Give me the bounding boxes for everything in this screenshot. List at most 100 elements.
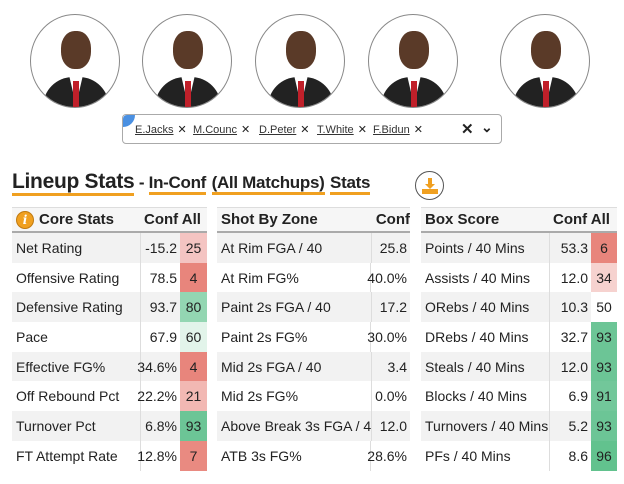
lineup-select[interactable]: E.Jacks ✕ M.Counc ✕ D.Peter ✕ T.White ✕ F.Bidun ✕… — [122, 114, 502, 144]
stat-label: ORebs / 40 Mins — [425, 299, 530, 316]
stat-label: Mid 2s FGA / 40 — [221, 358, 322, 375]
table-row: Off Rebound Pct 22.2% 21 — [12, 381, 207, 412]
stat-rank: 93 — [591, 322, 617, 352]
stat-rank: 7 — [180, 440, 207, 471]
stats-table: Shot By Zone Conf At Rim FGA / 40 25.8 At Ri… — [217, 207, 410, 471]
stat-value: 34.6% — [137, 351, 180, 382]
stat-value: 17.2 — [371, 292, 410, 323]
stat-label: DRebs / 40 Mins — [425, 328, 529, 345]
stat-label: Mid 2s FG% — [221, 388, 299, 405]
stat-value: 53.3 — [549, 233, 591, 263]
remove-tag-icon[interactable]: ✕ — [177, 124, 187, 136]
table-row: Paint 2s FG% 30.0% — [217, 322, 410, 352]
stat-value: 10.3 — [549, 292, 591, 323]
stat-value: 12.0 — [371, 411, 410, 441]
stat-rank: 21 — [180, 381, 207, 412]
stat-value: 32.7 — [549, 322, 591, 352]
info-icon[interactable]: i — [16, 210, 34, 229]
stat-value: 25.8 — [371, 233, 410, 263]
table-row: Above Break 3s FGA / 40 12.0 — [217, 411, 410, 441]
table-row: Assists / 40 Mins 12.0 34 — [421, 262, 617, 293]
stat-value: 67.9 — [140, 322, 180, 352]
table-header: i Core Stats Conf All — [12, 207, 207, 233]
stat-label: Defensive Rating — [16, 299, 123, 316]
stat-value: 93.7 — [140, 292, 180, 323]
stat-rank: 25 — [180, 233, 207, 263]
table-row: Turnover Pct 6.8% 93 — [12, 411, 207, 441]
player-tag-label[interactable]: M.Counc — [193, 124, 238, 136]
player-tag-label[interactable]: E.Jacks — [135, 124, 174, 136]
title-matchups: (All Matchups) — [211, 173, 325, 195]
table-row: Pace 67.9 60 — [12, 322, 207, 352]
column-header: Conf All — [553, 211, 610, 228]
download-button[interactable] — [415, 171, 444, 200]
stat-value: 0.0% — [371, 381, 410, 412]
remove-tag-icon[interactable]: ✕ — [300, 124, 310, 136]
stat-label: Paint 2s FGA / 40 — [221, 299, 331, 316]
stat-label: At Rim FG% — [221, 269, 299, 286]
remove-tag-icon[interactable]: ✕ — [357, 124, 367, 136]
page-title: Lineup Stats - In-Conf (All Matchups) St… — [12, 170, 370, 196]
title-sep: - — [134, 173, 149, 192]
stat-value: 6.9 — [549, 381, 591, 412]
stat-label: Assists / 40 Mins — [425, 269, 531, 286]
stat-rank: 91 — [591, 381, 617, 412]
stat-value: -15.2 — [140, 233, 180, 263]
stat-label: ATB 3s FG% — [221, 447, 302, 464]
stat-label: Turnover Pct — [16, 417, 96, 434]
column-header: Conf — [375, 211, 410, 228]
player-tag[interactable]: T.White ✕ — [317, 123, 367, 136]
corner-indicator — [123, 115, 135, 127]
player-tag[interactable]: F.Bidun ✕ — [373, 123, 423, 136]
stat-label: Net Rating — [16, 239, 83, 256]
table-row: ORebs / 40 Mins 10.3 50 — [421, 292, 617, 323]
stats-table: i Core Stats Conf All Net Rating -15.2 25 Offe… — [12, 207, 207, 471]
player-tag-label[interactable]: D.Peter — [259, 124, 297, 136]
player-tag-label[interactable]: F.Bidun — [373, 124, 410, 136]
stat-value: 28.6% — [367, 440, 410, 471]
player-tag[interactable]: M.Counc ✕ — [193, 123, 250, 136]
chevron-down-icon[interactable]: ⌄ — [481, 119, 493, 135]
stat-value: 12.0 — [549, 262, 591, 293]
stat-label: Points / 40 Mins — [425, 239, 525, 256]
stat-label: Blocks / 40 Mins — [425, 388, 527, 405]
table-row: Turnovers / 40 Mins 5.2 93 — [421, 411, 617, 441]
stat-rank: 93 — [591, 351, 617, 382]
remove-tag-icon[interactable]: ✕ — [241, 124, 251, 136]
remove-tag-icon[interactable]: ✕ — [413, 124, 423, 136]
stats-table: Box Score Conf All Points / 40 Mins 53.3 6 As… — [421, 207, 617, 471]
stat-label: Pace — [16, 328, 48, 345]
stat-label: Offensive Rating — [16, 269, 120, 286]
stat-value: 12.8% — [137, 440, 180, 471]
stat-value: 22.2% — [137, 381, 180, 412]
stat-label: Effective FG% — [16, 358, 106, 375]
table-row: Offensive Rating 78.5 4 — [12, 262, 207, 293]
table-header: Shot By Zone Conf — [217, 207, 410, 233]
stat-label: Turnovers / 40 Mins — [425, 417, 549, 434]
player-tag-label[interactable]: T.White — [317, 124, 354, 136]
table-row: Steals / 40 Mins 12.0 93 — [421, 351, 617, 382]
table-row: FT Attempt Rate 12.8% 7 — [12, 440, 207, 471]
player-tag[interactable]: E.Jacks ✕ — [135, 123, 187, 136]
clear-all-icon[interactable]: ✕ — [461, 121, 474, 138]
stat-rank: 80 — [180, 292, 207, 323]
player-tag[interactable]: D.Peter ✕ — [259, 123, 310, 136]
stat-value: 78.5 — [140, 262, 180, 293]
title-conf: In-Conf — [148, 173, 206, 195]
player-photo — [30, 14, 120, 108]
stat-label: Off Rebound Pct — [16, 388, 120, 405]
player-photo — [255, 14, 345, 108]
column-header: Conf All — [144, 211, 201, 228]
table-row: ATB 3s FG% 28.6% — [217, 440, 410, 471]
stat-label: PFs / 40 Mins — [425, 447, 511, 464]
stat-rank: 93 — [180, 411, 207, 441]
table-title: Core Stats — [39, 211, 115, 228]
table-row: Net Rating -15.2 25 — [12, 233, 207, 263]
table-row: DRebs / 40 Mins 32.7 93 — [421, 322, 617, 352]
table-header: Box Score Conf All — [421, 207, 617, 233]
stat-rank: 96 — [591, 440, 617, 471]
stat-rank: 50 — [591, 292, 617, 323]
stat-value: 12.0 — [549, 351, 591, 382]
table-row: Paint 2s FGA / 40 17.2 — [217, 292, 410, 323]
stat-label: At Rim FGA / 40 — [221, 239, 323, 256]
